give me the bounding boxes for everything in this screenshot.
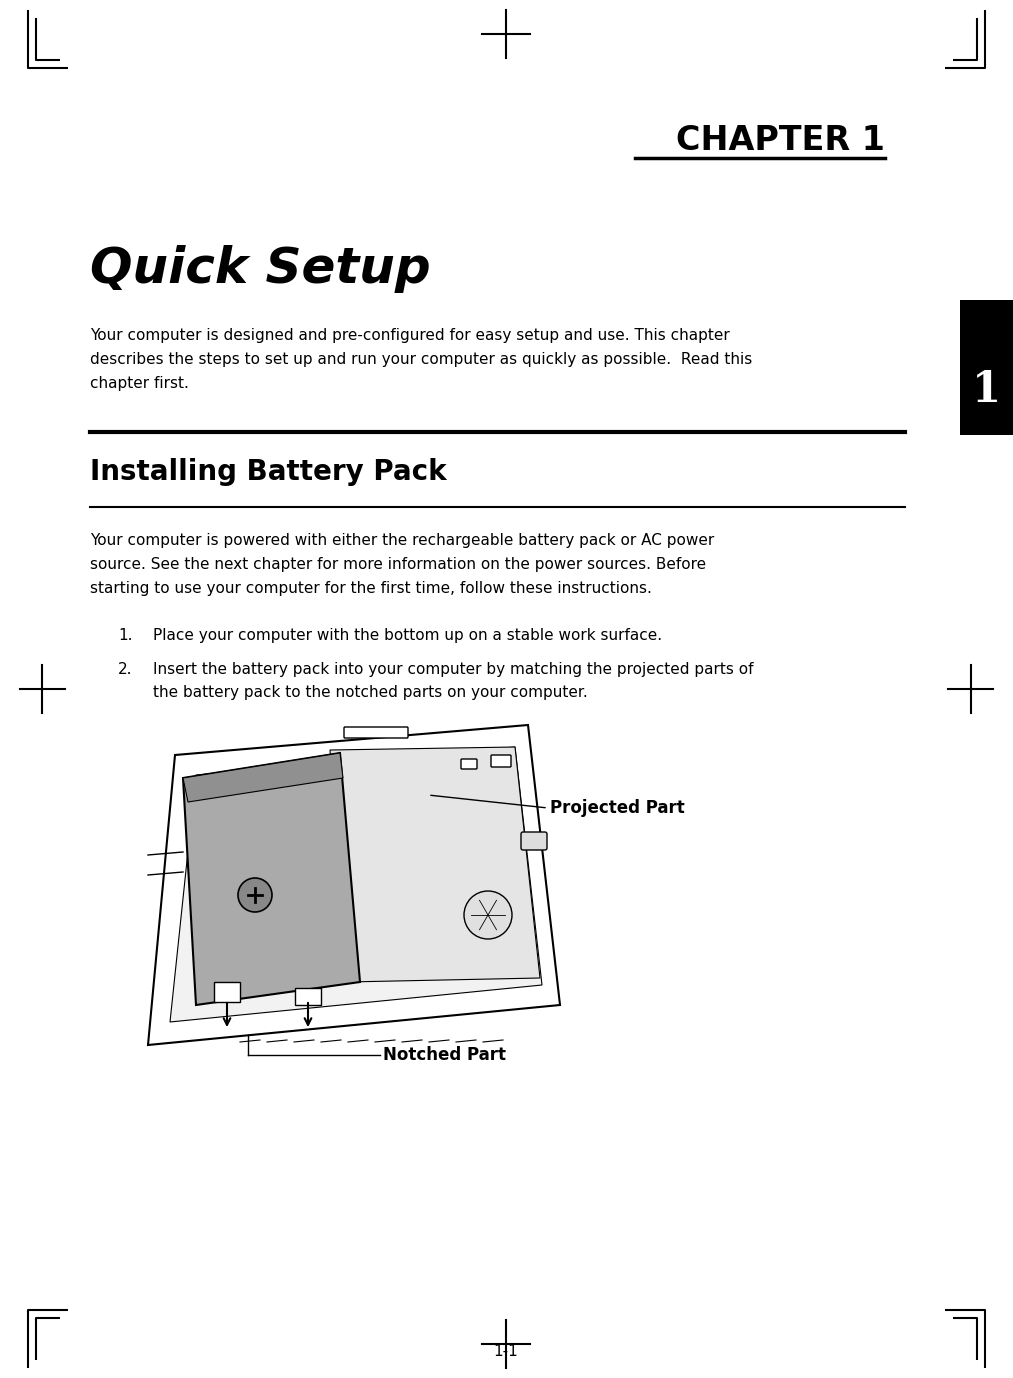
Polygon shape (330, 747, 540, 983)
Text: Place your computer with the bottom up on a stable work surface.: Place your computer with the bottom up o… (153, 628, 663, 644)
Circle shape (464, 892, 512, 938)
Text: Your computer is designed and pre-configured for easy setup and use. This chapte: Your computer is designed and pre-config… (90, 328, 729, 343)
Text: describes the steps to set up and run your computer as quickly as possible.  Rea: describes the steps to set up and run yo… (90, 351, 753, 367)
Text: Projected Part: Projected Part (550, 799, 685, 817)
Text: 1: 1 (971, 369, 1001, 411)
Text: Notched Part: Notched Part (383, 1046, 506, 1064)
Text: chapter first.: chapter first. (90, 376, 188, 391)
Text: source. See the next chapter for more information on the power sources. Before: source. See the next chapter for more in… (90, 557, 706, 572)
Bar (214, 983, 240, 1002)
Text: CHAPTER 1: CHAPTER 1 (676, 124, 885, 157)
FancyBboxPatch shape (344, 728, 408, 739)
Circle shape (238, 878, 272, 912)
Text: the battery pack to the notched parts on your computer.: the battery pack to the notched parts on… (153, 685, 588, 700)
FancyBboxPatch shape (491, 755, 511, 768)
Text: 1.: 1. (118, 628, 133, 644)
Text: Insert the battery pack into your computer by matching the projected parts of: Insert the battery pack into your comput… (153, 661, 754, 677)
Polygon shape (170, 747, 542, 1022)
Text: 1-1: 1-1 (493, 1345, 519, 1360)
Text: Your computer is powered with either the rechargeable battery pack or AC power: Your computer is powered with either the… (90, 533, 714, 548)
FancyBboxPatch shape (461, 759, 477, 769)
Text: Installing Battery Pack: Installing Battery Pack (90, 457, 447, 486)
Polygon shape (148, 725, 560, 1045)
Polygon shape (183, 752, 343, 802)
Polygon shape (183, 752, 360, 1005)
Text: starting to use your computer for the first time, follow these instructions.: starting to use your computer for the fi… (90, 582, 652, 597)
Bar (295, 988, 321, 1005)
Bar (960, 300, 1013, 435)
Text: 2.: 2. (118, 661, 133, 677)
Text: Quick Setup: Quick Setup (90, 245, 431, 294)
FancyBboxPatch shape (521, 832, 547, 850)
